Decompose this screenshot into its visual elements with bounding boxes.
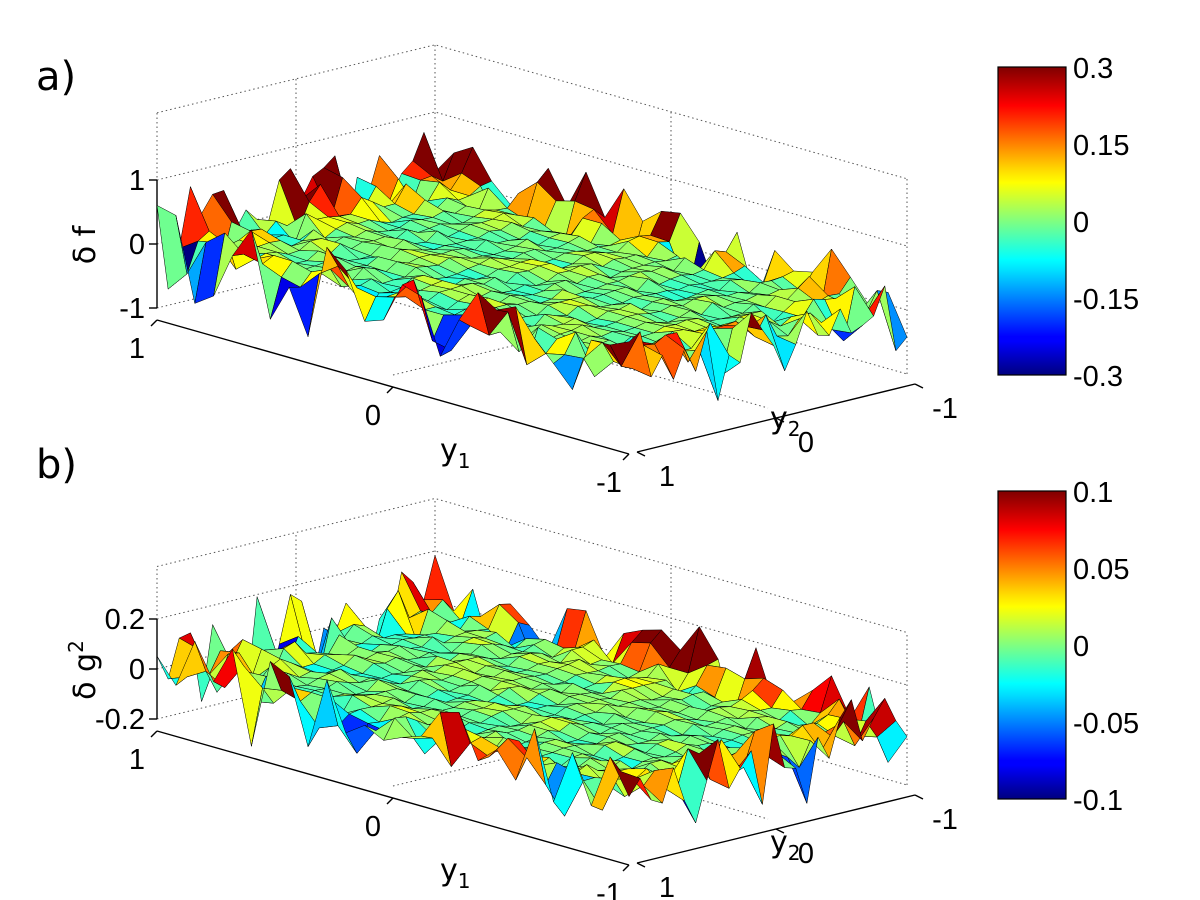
cbar-a-tick-1: 0.15 — [1073, 130, 1129, 162]
cbar-a-tick-0: 0.3 — [1073, 53, 1113, 85]
y-tick-mark — [914, 794, 924, 800]
x-tick-mark — [622, 453, 630, 461]
surface-patch — [609, 756, 641, 798]
grid-line — [156, 550, 908, 686]
cbar-b-tick-1: 0.05 — [1073, 554, 1129, 586]
surface-patch — [609, 331, 641, 367]
panel-b-surface — [156, 554, 908, 824]
y-tick-mark — [914, 383, 924, 389]
x-tick-label: 1 — [129, 744, 145, 776]
panel-b-zlabel: δ g2 — [64, 640, 103, 700]
panel-a-colorbar-ticks: 0.3 0.15 0 -0.15 -0.3 — [1073, 53, 1139, 393]
panel-b-xlabel: y1 — [440, 853, 471, 893]
cbar-a-tick-3: -0.15 — [1073, 284, 1139, 316]
cbar-a-tick-4: -0.3 — [1073, 361, 1123, 393]
x-tick-label: -1 — [596, 467, 622, 499]
x-tick-mark — [622, 864, 630, 872]
y-tick-label: 1 — [659, 461, 675, 493]
x-tick-mark — [386, 797, 394, 805]
panel-a: a) 1 0 -1 1 0 -1 1 0 -1 δ f y1 y2 0.3 0.15 0 -0.… — [36, 44, 1139, 499]
cbar-b-tick-2: 0 — [1073, 631, 1089, 663]
panel-b-colorbar-ticks: 0.1 0.05 0 -0.05 -0.1 — [1073, 477, 1139, 817]
x-tick-label: -1 — [596, 878, 622, 900]
panel-a-colorbar — [997, 66, 1067, 376]
x-tick-mark — [150, 730, 158, 738]
y-tick-label: -1 — [932, 804, 958, 836]
panel-a-label: a) — [36, 54, 76, 100]
panel-a-surface — [156, 131, 908, 402]
z-tick-label: -0.2 — [95, 704, 145, 736]
x-tick-label: 0 — [365, 811, 381, 843]
y-tick-mark — [775, 828, 785, 834]
panel-b-ylabel: y2 — [770, 825, 801, 865]
panel-b-label: b) — [36, 442, 77, 488]
panel-a-zlabel: δ f — [68, 224, 103, 264]
x-tick-label: 1 — [129, 333, 145, 365]
grid-line — [156, 111, 908, 247]
z-tick-label: -1 — [119, 293, 145, 325]
panel-b-colorbar — [997, 490, 1067, 800]
x-tick-label: 0 — [365, 400, 381, 432]
y-tick-label: 0 — [798, 427, 814, 459]
y-tick-label: -1 — [932, 393, 958, 425]
x-tick-mark — [386, 386, 394, 394]
x-tick-mark — [150, 319, 158, 327]
panel-a-xlabel: y1 — [440, 433, 471, 473]
cbar-b-tick-0: 0.1 — [1073, 477, 1113, 509]
y-tick-label: 0 — [798, 838, 814, 870]
y-tick-mark — [775, 417, 785, 423]
grid-line — [156, 497, 908, 633]
y-tick-mark — [636, 862, 646, 868]
panel-b: b) 0.2 0 -0.2 1 0 -1 1 0 -1 δ g2 y1 y2 0.1 0.05 … — [36, 442, 1139, 900]
y-tick-label: 1 — [659, 872, 675, 900]
y-tick-mark — [636, 451, 646, 457]
cbar-a-tick-2: 0 — [1073, 207, 1089, 239]
panel-a-ylabel: y2 — [770, 401, 801, 441]
z-tick-label: 0 — [129, 654, 145, 686]
grid-line — [156, 44, 908, 180]
z-tick-label: 0 — [129, 229, 145, 261]
z-tick-label: 0.2 — [105, 604, 145, 636]
cbar-b-tick-3: -0.05 — [1073, 708, 1139, 740]
cbar-b-tick-4: -0.1 — [1073, 785, 1123, 817]
z-tick-label: 1 — [129, 165, 145, 197]
